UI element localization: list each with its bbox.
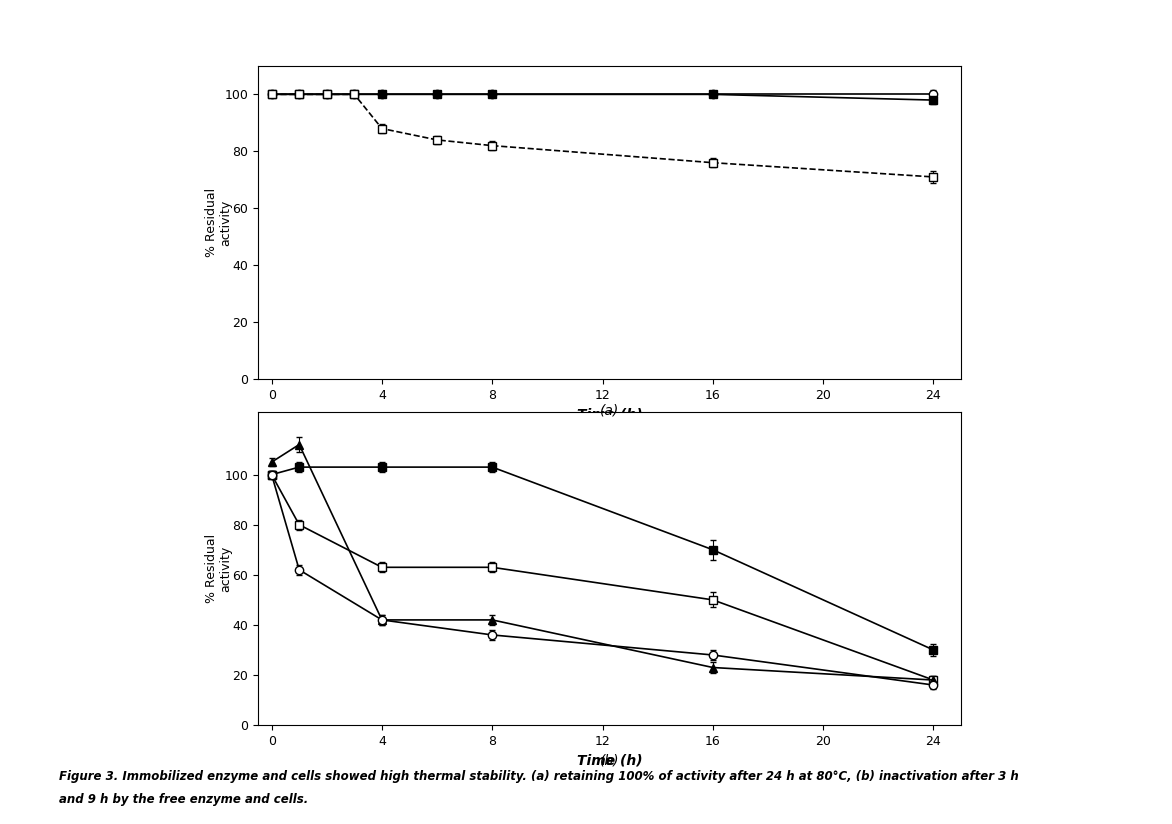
Text: (a): (a)	[600, 404, 619, 418]
Text: Figure 3. Immobilized enzyme and cells showed high thermal stability. (a) retain: Figure 3. Immobilized enzyme and cells s…	[59, 770, 1018, 784]
Y-axis label: % Residual
activity: % Residual activity	[205, 534, 233, 603]
Text: and 9 h by the free enzyme and cells.: and 9 h by the free enzyme and cells.	[59, 793, 308, 806]
Text: (b): (b)	[600, 754, 619, 768]
Y-axis label: % Residual
activity: % Residual activity	[205, 188, 233, 257]
X-axis label: Time (h): Time (h)	[577, 753, 642, 767]
X-axis label: Time (h): Time (h)	[577, 407, 642, 421]
